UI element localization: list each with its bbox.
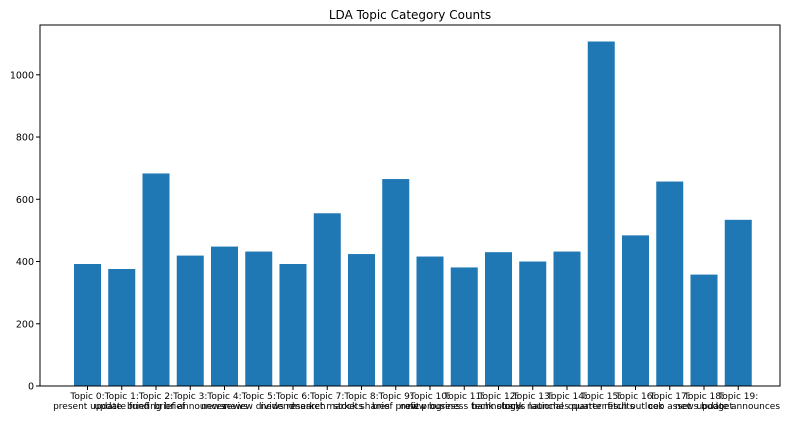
x-tick-label: Topic 1: update fund <box>94 392 149 412</box>
bar-topic-14 <box>553 251 581 386</box>
bar-topic-6 <box>279 264 307 386</box>
x-tick-label: Topic 14: launches quarter <box>529 392 606 412</box>
y-tick-label: 600 <box>16 195 34 206</box>
plot-frame <box>39 24 781 387</box>
x-tick-label: Topic 10: new progress <box>400 392 461 412</box>
bar-topic-4 <box>211 246 238 386</box>
bar-topic-2 <box>142 173 170 386</box>
bar-topic-3 <box>176 255 204 386</box>
x-tick-label: Topic 12: bank stocks <box>472 392 526 412</box>
x-tick-label: Topic 4: newsnews <box>201 392 248 412</box>
y-tick-label: 800 <box>16 133 34 144</box>
bar-topic-0 <box>74 264 101 386</box>
x-tick-label: Topic 9: brief profit <box>372 392 420 412</box>
y-tick-label: 400 <box>16 257 34 268</box>
x-tick-label: Topic 16: fitch outlook <box>607 392 664 412</box>
x-tick-label: Topic 17: ceo asset <box>648 392 691 412</box>
x-tick-label: Topic 2: briefing brief <box>127 392 186 412</box>
y-tick-label: 200 <box>16 319 34 330</box>
x-tick-label: Topic 18: news budget <box>675 392 734 412</box>
bar-topic-18 <box>690 274 718 386</box>
bar-topic-9 <box>382 179 410 386</box>
x-tick-label: Topic 8: stock shares <box>333 392 390 412</box>
bar-topic-15 <box>587 41 615 387</box>
bars <box>74 41 752 387</box>
bar-topic-1 <box>108 268 136 386</box>
x-tick-label: Topic 13: bank national <box>502 392 563 412</box>
chart-title: LDA Topic Category Counts <box>329 8 491 22</box>
bar-topic-13 <box>519 261 547 386</box>
bar-topic-10 <box>416 256 444 386</box>
y-axis: 0 200 400 600 800 1000 <box>10 70 40 393</box>
x-tick-label: Topic 11: new business technology <box>407 392 521 412</box>
bar-topic-11 <box>450 267 478 386</box>
x-tick-label: Topic 0: present update <box>53 392 122 412</box>
x-tick-label: Topic 5: review dividend <box>223 392 294 412</box>
x-tick-label: Topic 15: quarter results <box>568 392 635 412</box>
bar-topic-5 <box>245 251 273 386</box>
x-tick-label: Topic 6: news research <box>260 392 325 412</box>
bar-topic-12 <box>485 252 512 386</box>
bar-topic-17 <box>656 181 684 386</box>
bar-topic-16 <box>622 235 649 386</box>
bar-topic-19 <box>724 219 752 386</box>
x-tick-label: Topic 3: brief announces <box>154 392 227 412</box>
bar-topic-7 <box>313 213 341 386</box>
x-tick-label: Topic 19: update announces <box>696 392 780 412</box>
y-tick-label: 1000 <box>10 70 34 81</box>
x-tick-label: Topic 7: market markets <box>292 392 364 412</box>
y-tick-label: 0 <box>28 382 34 393</box>
bar-topic-8 <box>348 254 375 386</box>
